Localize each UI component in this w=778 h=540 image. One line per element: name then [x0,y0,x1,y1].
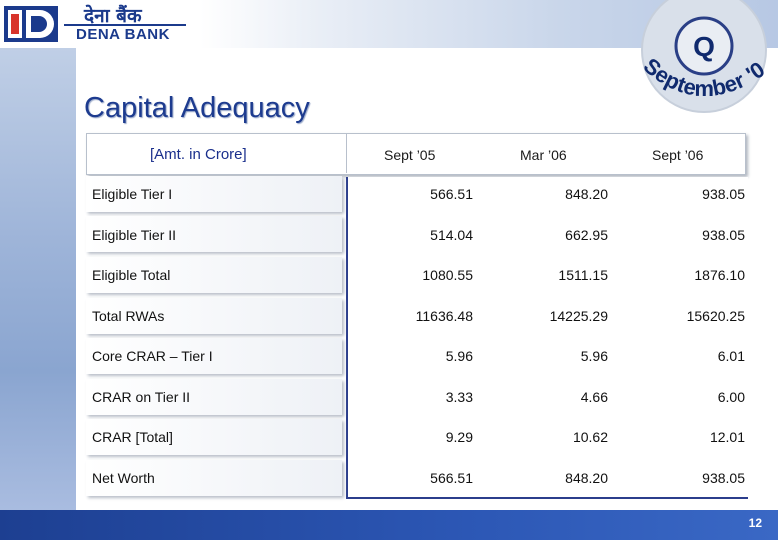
dena-bank-logo-icon [4,6,58,42]
row-label: Eligible Tier I [92,186,173,202]
table-cell: 3.33 [445,389,473,405]
table-row [86,338,342,374]
table-header-first-cell [86,133,347,173]
table-cell: 10.62 [572,429,608,445]
data-panel [346,177,748,499]
table-cell: 1080.55 [422,267,473,283]
column-header-sept-06: Sept ’06 [652,147,704,163]
table-row [86,379,342,415]
logo-divider [64,24,186,26]
bank-name: DENA BANK [76,26,170,43]
table-cell: 566.51 [430,470,473,486]
table-row [86,216,342,252]
row-label: Core CRAR – Tier I [92,348,213,364]
table-cell: 9.29 [445,429,473,445]
table-cell: 514.04 [430,227,473,243]
row-label: Eligible Tier II [92,227,177,243]
table-row [86,257,342,293]
table-cell: 11636.48 [415,308,473,324]
table-row [86,176,342,212]
row-label: Net Worth [92,470,155,486]
page-title: Capital Adequacy [84,92,310,124]
table-cell: 4.66 [580,389,608,405]
side-band [0,48,76,510]
page-number: 12 [748,516,762,530]
table-cell: 848.20 [565,186,608,202]
row-label: Total RWAs [92,308,165,324]
table-cell: 6.00 [717,389,745,405]
table-cell: 6.01 [717,348,745,364]
table-cell: 12.01 [709,429,745,445]
unit-label: [Amt. in Crore] [150,146,247,163]
row-label: CRAR [Total] [92,429,173,445]
table-cell: 15620.25 [686,308,745,324]
column-header-sept-05: Sept ’05 [384,147,436,163]
table-row [86,298,342,334]
row-label: CRAR on Tier II [92,389,191,405]
table-cell: 938.05 [702,470,745,486]
table-cell: 14225.29 [549,308,608,324]
table-cell: 662.95 [565,227,608,243]
row-label: Eligible Total [92,267,171,283]
table-cell: 938.05 [702,186,745,202]
table-header [86,133,746,175]
table-cell: 1511.15 [558,267,608,283]
table-cell: 1876.10 [694,267,745,283]
column-header-mar-06: Mar ’06 [520,147,567,163]
table-row [86,419,342,455]
table-cell: 938.05 [702,227,745,243]
table-row [86,460,342,496]
table-cell: 848.20 [565,470,608,486]
quarter-badge: Q September '05 [630,0,769,113]
badge-letter: Q [693,31,715,62]
table-cell: 5.96 [445,348,473,364]
table-cell: 566.51 [430,186,473,202]
table-cell: 5.96 [580,348,608,364]
footer-band [0,510,778,540]
bank-name-hindi: देना बैंक [84,5,142,27]
bank-logo: देना बैंक DENA BANK [4,4,194,44]
